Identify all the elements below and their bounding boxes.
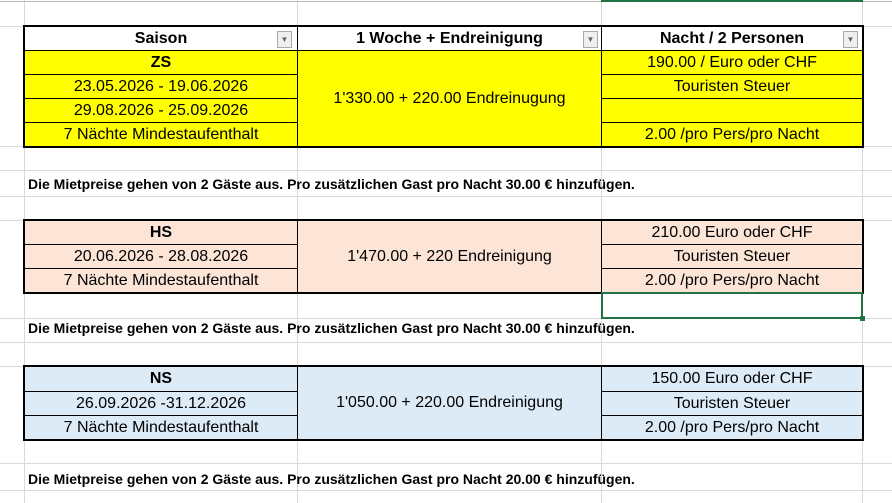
- header-nacht[interactable]: Nacht / 2 Personen: [601, 26, 863, 51]
- zs-dates-2[interactable]: 29.08.2026 - 25.09.2026: [24, 98, 298, 123]
- ns-name[interactable]: NS: [24, 366, 298, 392]
- zs-tax-label[interactable]: Touristen Steuer: [601, 74, 863, 99]
- filter-woche-dropdown-icon[interactable]: ▼: [583, 31, 598, 48]
- hs-name[interactable]: HS: [24, 220, 298, 245]
- hs-tax-label[interactable]: Touristen Steuer: [601, 244, 863, 269]
- ns-tax[interactable]: 2.00 /pro Pers/pro Nacht: [601, 415, 863, 440]
- filter-saison-dropdown-icon[interactable]: ▼: [277, 31, 292, 48]
- note-zs[interactable]: Die Mietpreise gehen von 2 Gäste aus. Pr…: [28, 176, 635, 192]
- zs-dates-1[interactable]: 23.05.2026 - 19.06.2026: [24, 74, 298, 99]
- note-ns[interactable]: Die Mietpreise gehen von 2 Gäste aus. Pr…: [28, 471, 635, 487]
- zs-night-price[interactable]: 190.00 / Euro oder CHF: [601, 50, 863, 75]
- ns-dates[interactable]: 26.09.2026 -31.12.2026: [24, 391, 298, 416]
- zs-empty-cell[interactable]: [601, 98, 863, 123]
- header-saison-label: Saison: [134, 29, 188, 47]
- note-hs[interactable]: Die Mietpreise gehen von 2 Gäste aus. Pr…: [28, 320, 635, 336]
- hs-min-stay[interactable]: 7 Nächte Mindestaufenthalt: [24, 268, 298, 293]
- hs-night-price[interactable]: 210.00 Euro oder CHF: [601, 220, 863, 245]
- zs-min-stay[interactable]: 7 Nächte Mindestaufenthalt: [24, 122, 298, 147]
- header-saison[interactable]: Saison: [24, 26, 298, 51]
- selected-cell[interactable]: [601, 292, 865, 321]
- filter-nacht-dropdown-icon[interactable]: ▼: [843, 31, 858, 48]
- ns-min-stay[interactable]: 7 Nächte Mindestaufenthalt: [24, 415, 298, 440]
- ns-night-price[interactable]: 150.00 Euro oder CHF: [601, 366, 863, 392]
- ns-week-price[interactable]: 1'050.00 + 220.00 Endreinigung: [297, 366, 602, 440]
- ns-tax-label[interactable]: Touristen Steuer: [601, 391, 863, 416]
- zs-week-price[interactable]: 1'330.00 + 220.00 Endreinugung: [297, 50, 602, 147]
- zs-tax[interactable]: 2.00 /pro Pers/pro Nacht: [601, 122, 863, 147]
- header-woche-label: 1 Woche + Endreinigung: [356, 29, 543, 47]
- header-woche[interactable]: 1 Woche + Endreinigung: [297, 26, 602, 51]
- hs-tax[interactable]: 2.00 /pro Pers/pro Nacht: [601, 268, 863, 293]
- zs-name[interactable]: ZS: [24, 50, 298, 75]
- fill-handle[interactable]: [860, 316, 865, 321]
- hs-week-price[interactable]: 1'470.00 + 220 Endreinigung: [297, 220, 602, 293]
- hs-dates[interactable]: 20.06.2026 - 28.08.2026: [24, 244, 298, 269]
- header-nacht-label: Nacht / 2 Personen: [659, 29, 805, 47]
